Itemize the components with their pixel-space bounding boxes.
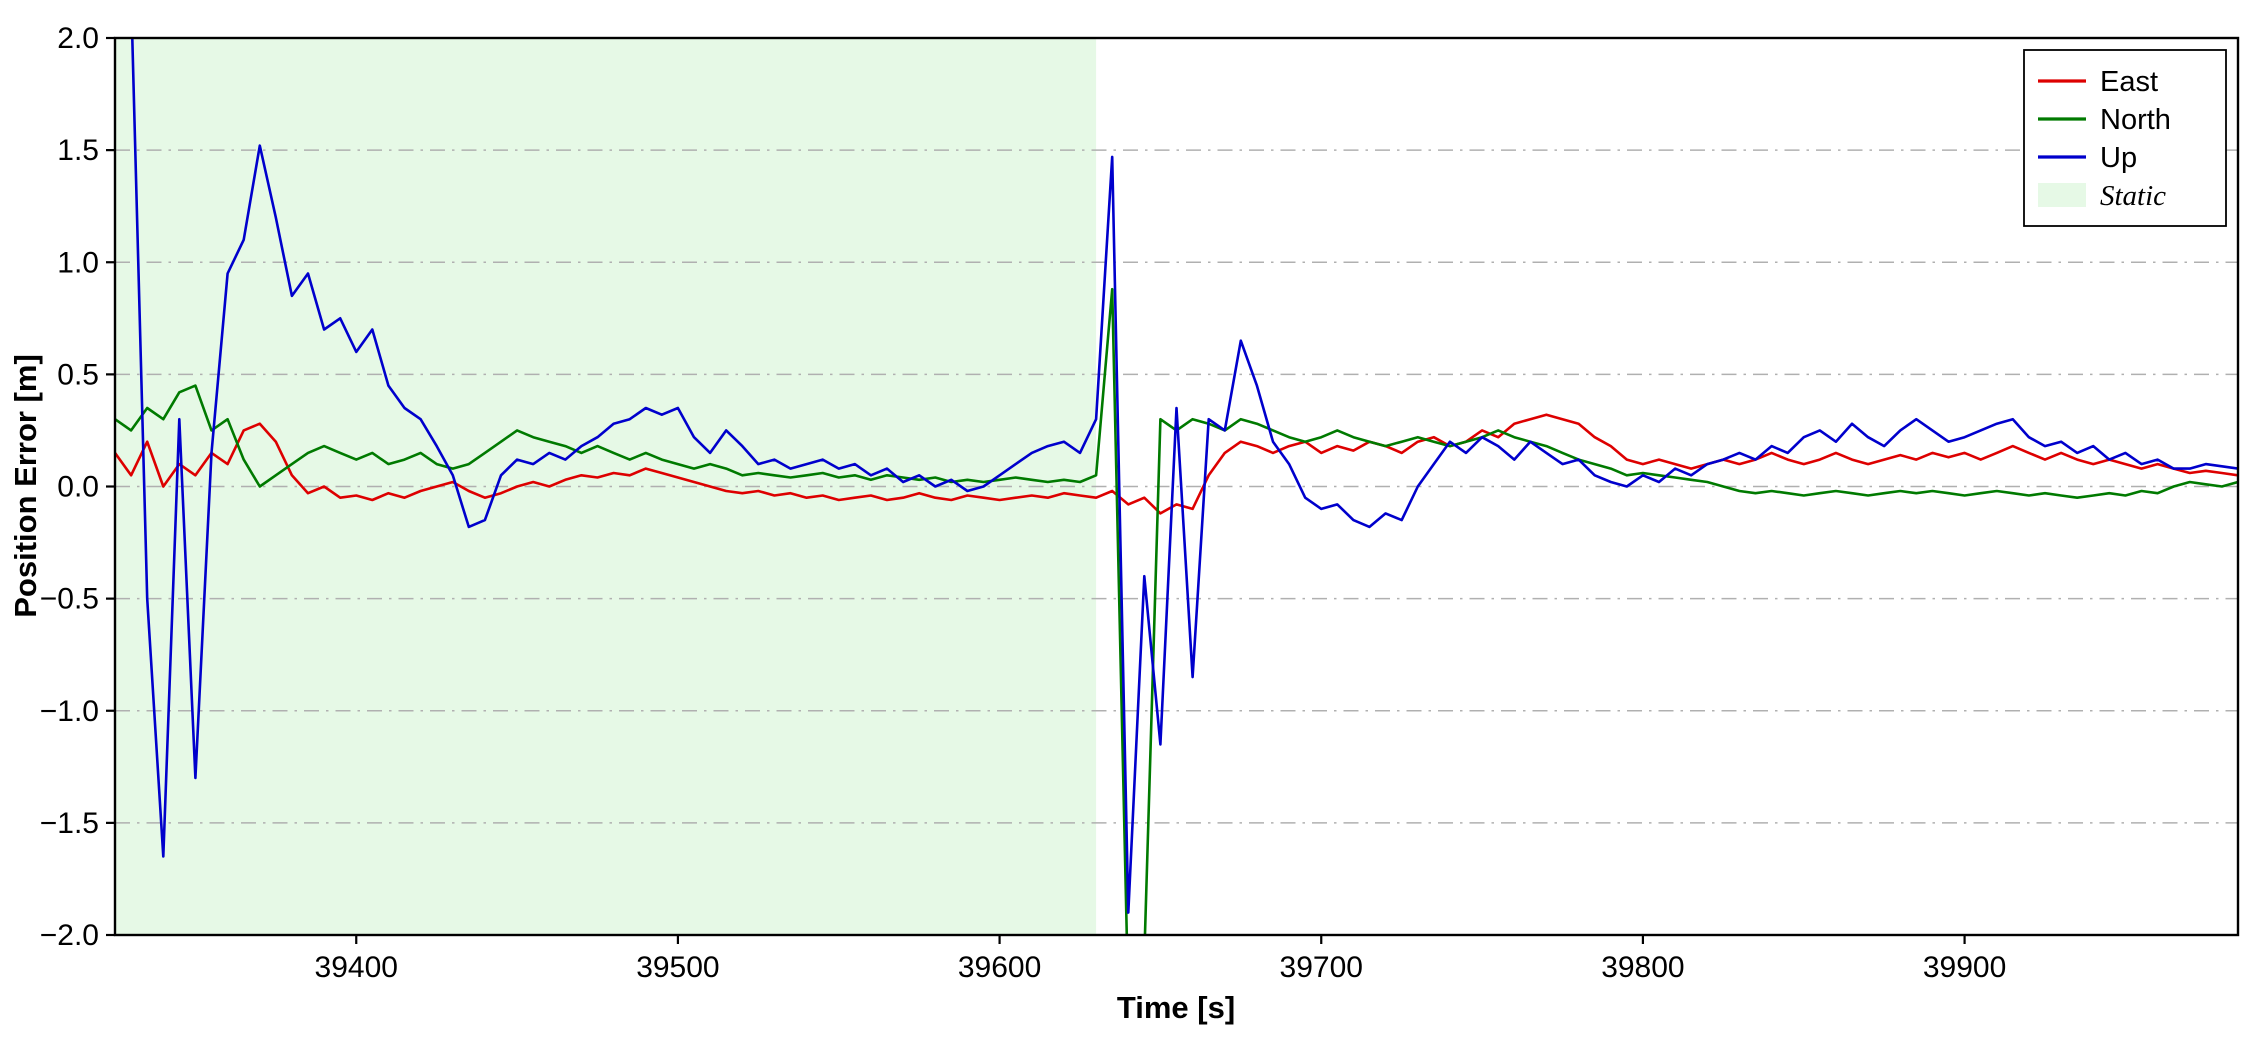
y-tick-label: 1.5 bbox=[57, 134, 99, 167]
x-tick-label: 39400 bbox=[315, 951, 398, 984]
y-tick-label: −2.0 bbox=[40, 919, 99, 952]
y-tick-label: 1.0 bbox=[57, 246, 99, 279]
legend-item-north-label: North bbox=[2100, 104, 2171, 136]
legend-item-up-label: Up bbox=[2100, 142, 2137, 174]
legend-item-static-label: Static bbox=[2100, 180, 2166, 212]
x-axis-label: Time [s] bbox=[1117, 990, 1235, 1025]
y-tick-label: 2.0 bbox=[57, 22, 99, 55]
x-tick-label: 39600 bbox=[958, 951, 1041, 984]
y-tick-label: 0.0 bbox=[57, 471, 99, 504]
y-axis-label: Position Error [m] bbox=[8, 354, 43, 618]
x-tick-label: 39500 bbox=[636, 951, 719, 984]
series-group bbox=[115, 38, 2238, 935]
x-tick-label: 39700 bbox=[1280, 951, 1363, 984]
x-tick-label: 39800 bbox=[1601, 951, 1684, 984]
legend-item-east-label: East bbox=[2100, 66, 2158, 98]
y-tick-label: −1.0 bbox=[40, 695, 99, 728]
series-up-line bbox=[130, 38, 2238, 914]
y-tick-label: −0.5 bbox=[40, 583, 99, 616]
legend: East North Up Static bbox=[2023, 49, 2227, 227]
x-tick-label: 39900 bbox=[1923, 951, 2006, 984]
y-tick-label: −1.5 bbox=[40, 807, 99, 840]
legend-item-static-swatch bbox=[2038, 183, 2086, 207]
y-tick-label: 0.5 bbox=[57, 358, 99, 391]
series-east-line bbox=[115, 413, 2238, 515]
